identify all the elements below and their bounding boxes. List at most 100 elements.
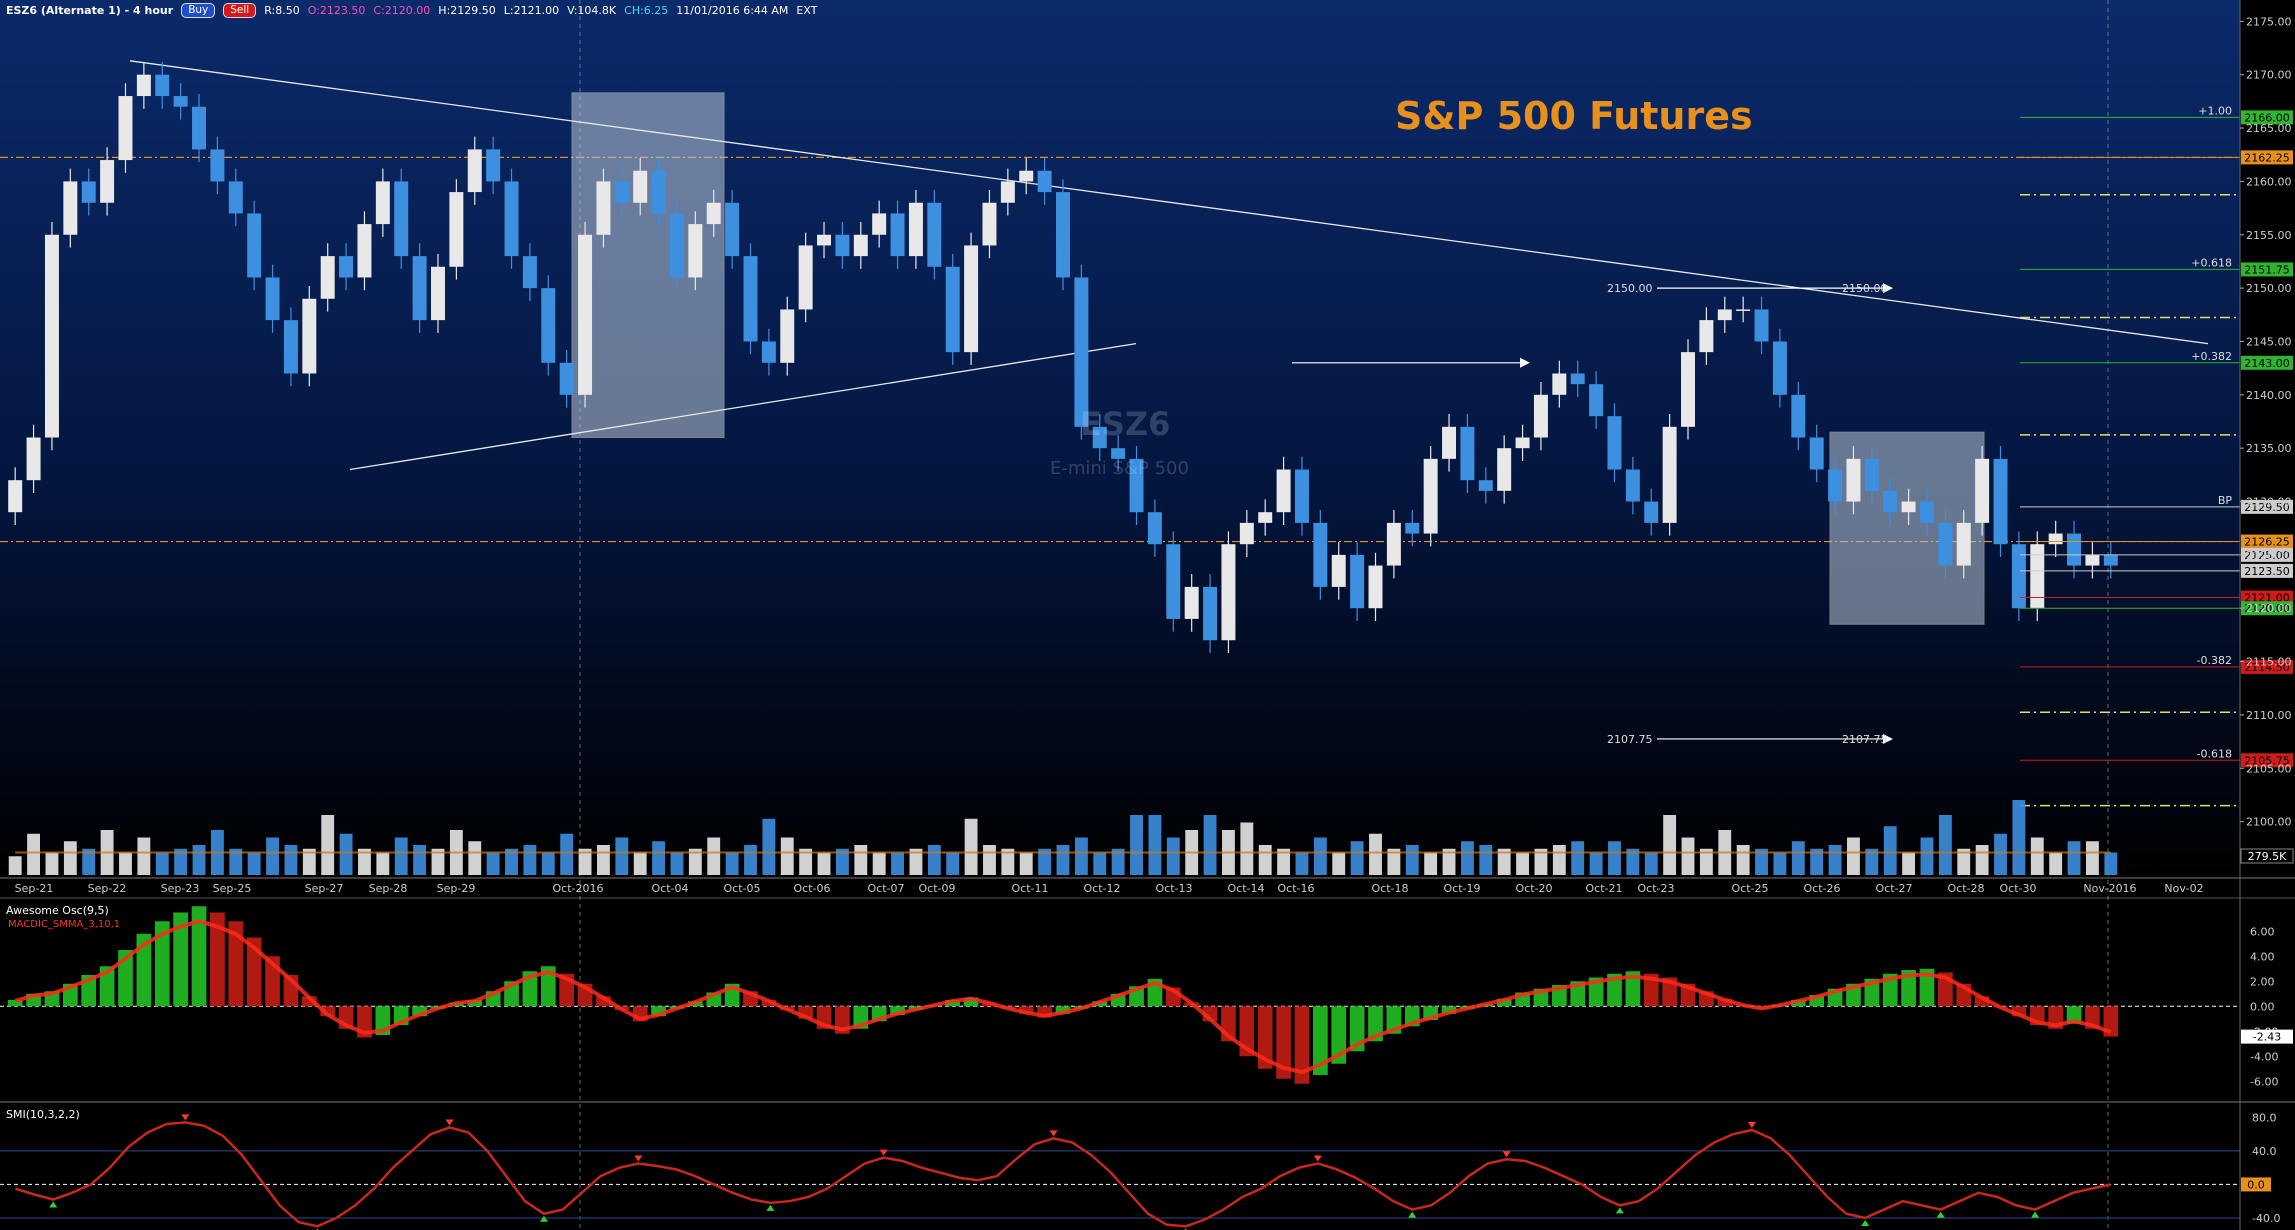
osc-bar xyxy=(1239,1006,1255,1057)
volume-bar xyxy=(155,852,169,875)
volume-bar xyxy=(2049,852,2063,875)
date-tick-label: Oct-16 xyxy=(1278,882,1315,895)
sell-button[interactable]: Sell xyxy=(223,2,257,18)
volume-bar xyxy=(1001,848,1015,875)
price-tick-label: 2150.00 xyxy=(2246,282,2292,295)
target-label: 2107.75 xyxy=(1607,733,1653,746)
smi-buy-marker xyxy=(1936,1211,1945,1218)
volume-bar xyxy=(1460,841,1474,875)
volume-bar xyxy=(560,833,574,875)
candle-body xyxy=(1644,501,1659,523)
osc-tick-label: 0.00 xyxy=(2250,1000,2275,1013)
osc-bar xyxy=(540,966,556,1007)
date-tick-label: Sep-22 xyxy=(88,882,127,895)
volume-bar xyxy=(1093,852,1107,875)
volume-bar xyxy=(1019,852,1033,875)
level-note: +0.618 xyxy=(2191,256,2232,269)
osc-bar xyxy=(596,996,611,1007)
candle-body xyxy=(1791,394,1806,438)
candle-body xyxy=(357,224,372,278)
volume-bar xyxy=(1240,822,1254,875)
smi-tick-label: -40.0 xyxy=(2252,1212,2280,1225)
candle-body xyxy=(1258,512,1273,523)
price-tick-label: 2145.00 xyxy=(2246,335,2292,348)
osc-signal-line xyxy=(14,919,2112,1075)
date-tick-label: Oct-05 xyxy=(724,882,761,895)
osc-value-tag xyxy=(2241,1029,2293,1044)
level-tag xyxy=(2241,499,2293,514)
volume-bar xyxy=(2012,800,2026,875)
candle-body xyxy=(1460,426,1475,481)
volume-bar xyxy=(762,818,776,875)
candle-body xyxy=(927,202,942,267)
buy-button[interactable]: Buy xyxy=(181,2,216,18)
osc-bar xyxy=(118,950,133,1007)
target-arrow-label: 2150.00 xyxy=(1842,282,1888,295)
volume-bar xyxy=(1332,852,1346,875)
volume-bar xyxy=(1442,848,1456,875)
volume-bar xyxy=(946,852,960,875)
volume-bar xyxy=(1111,848,1125,875)
price-tick-label: 2175.00 xyxy=(2246,15,2292,28)
date-tick-label: Sep-27 xyxy=(305,882,344,895)
osc-value-label: -2.43 xyxy=(2253,1031,2281,1044)
osc-bar xyxy=(1313,1006,1328,1075)
candle-body xyxy=(1681,352,1695,427)
osc-bar xyxy=(1018,1006,1034,1014)
osc-bar xyxy=(1257,1006,1273,1069)
volume-bar xyxy=(1902,852,1916,875)
volume-bar xyxy=(597,845,610,875)
candle-body xyxy=(283,320,298,374)
osc-bar xyxy=(2066,1006,2082,1024)
volume-bar xyxy=(1166,837,1180,875)
candle-body xyxy=(449,192,464,267)
smi-buy-marker xyxy=(1615,1207,1624,1214)
volume-bar xyxy=(652,841,666,875)
symbol-label[interactable]: ESZ6 (Alternate 1) - 4 hour xyxy=(6,3,174,17)
candle-body xyxy=(1662,426,1677,523)
candle-body xyxy=(1919,501,1934,523)
osc-bar xyxy=(1037,1006,1052,1018)
date-tick-label: Sep-29 xyxy=(437,882,476,895)
volume-bar xyxy=(1957,848,1971,875)
volume-bar xyxy=(302,848,316,875)
candle-body xyxy=(63,181,78,235)
smi-buy-marker xyxy=(49,1201,58,1208)
osc-bar xyxy=(1368,1006,1383,1042)
candle-body xyxy=(247,213,262,278)
candle-body xyxy=(173,96,188,107)
osc-bar xyxy=(1441,1006,1457,1014)
level-tag xyxy=(2241,110,2293,125)
candle-body xyxy=(541,288,556,363)
volume-bar xyxy=(1626,848,1640,875)
level-note: BP xyxy=(2218,494,2233,507)
volume-bar xyxy=(247,852,261,875)
price-tick-label: 2120.00 xyxy=(2246,602,2292,615)
volume-bar xyxy=(174,848,188,875)
candle-body xyxy=(44,234,59,438)
date-tick-label: Oct-04 xyxy=(652,882,689,895)
change-value: CH:6.25 xyxy=(624,3,669,17)
smi-buy-marker xyxy=(2031,1211,2040,1218)
candle-body xyxy=(1864,458,1879,491)
date-tick-label: Sep-21 xyxy=(15,882,54,895)
chart-title: S&P 500 Futures xyxy=(1395,94,1753,138)
candle-body xyxy=(706,202,721,225)
volume-bar xyxy=(63,841,77,875)
level-tag-label: 2123.50 xyxy=(2244,565,2290,578)
osc-bar xyxy=(1790,1000,1806,1007)
candle-body xyxy=(1350,554,1365,609)
trendline-upper xyxy=(129,60,2209,345)
datetime-value: 11/01/2016 6:44 AM xyxy=(676,3,789,17)
candle-body xyxy=(1828,469,1843,502)
smi-sell-marker xyxy=(1502,1151,1511,1158)
candle-body xyxy=(467,149,482,193)
candle-body xyxy=(1386,522,1401,566)
date-tick-label: Oct-26 xyxy=(1804,882,1841,895)
osc-bar xyxy=(301,996,317,1007)
volume-bar xyxy=(1295,852,1309,875)
candle-body xyxy=(100,160,115,203)
level-tag xyxy=(2241,563,2293,578)
volume-bar xyxy=(1203,815,1217,875)
